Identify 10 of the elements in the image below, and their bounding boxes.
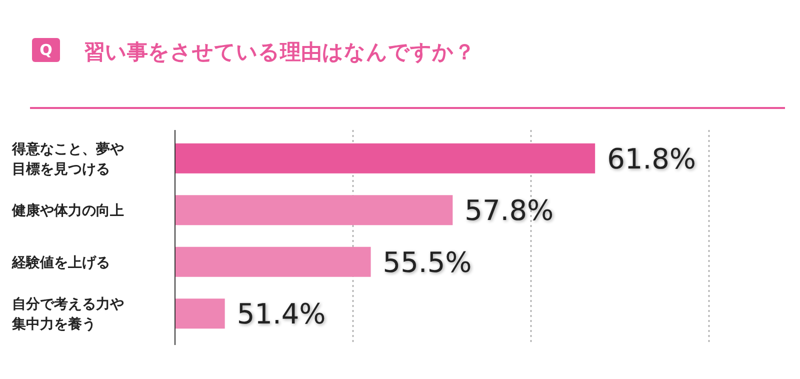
y-tick-label: 得意なこと、夢や目標を見つける [11, 140, 124, 178]
q-badge-icon: Q [32, 38, 60, 62]
data-label: 55.5% [382, 246, 472, 279]
data-label: 61.8% [607, 142, 696, 176]
y-tick-label: 健康や体力の向上 [11, 202, 124, 220]
data-label: 51.4% [236, 298, 326, 331]
chart-title: 習い事をさせている理由はなんですか？ [84, 40, 475, 64]
y-tick-label: 経験値を上げる [11, 254, 110, 271]
y-tick-label: 自分で考える力や集中力を養う [11, 296, 124, 333]
data-label: 57.8% [464, 194, 554, 228]
